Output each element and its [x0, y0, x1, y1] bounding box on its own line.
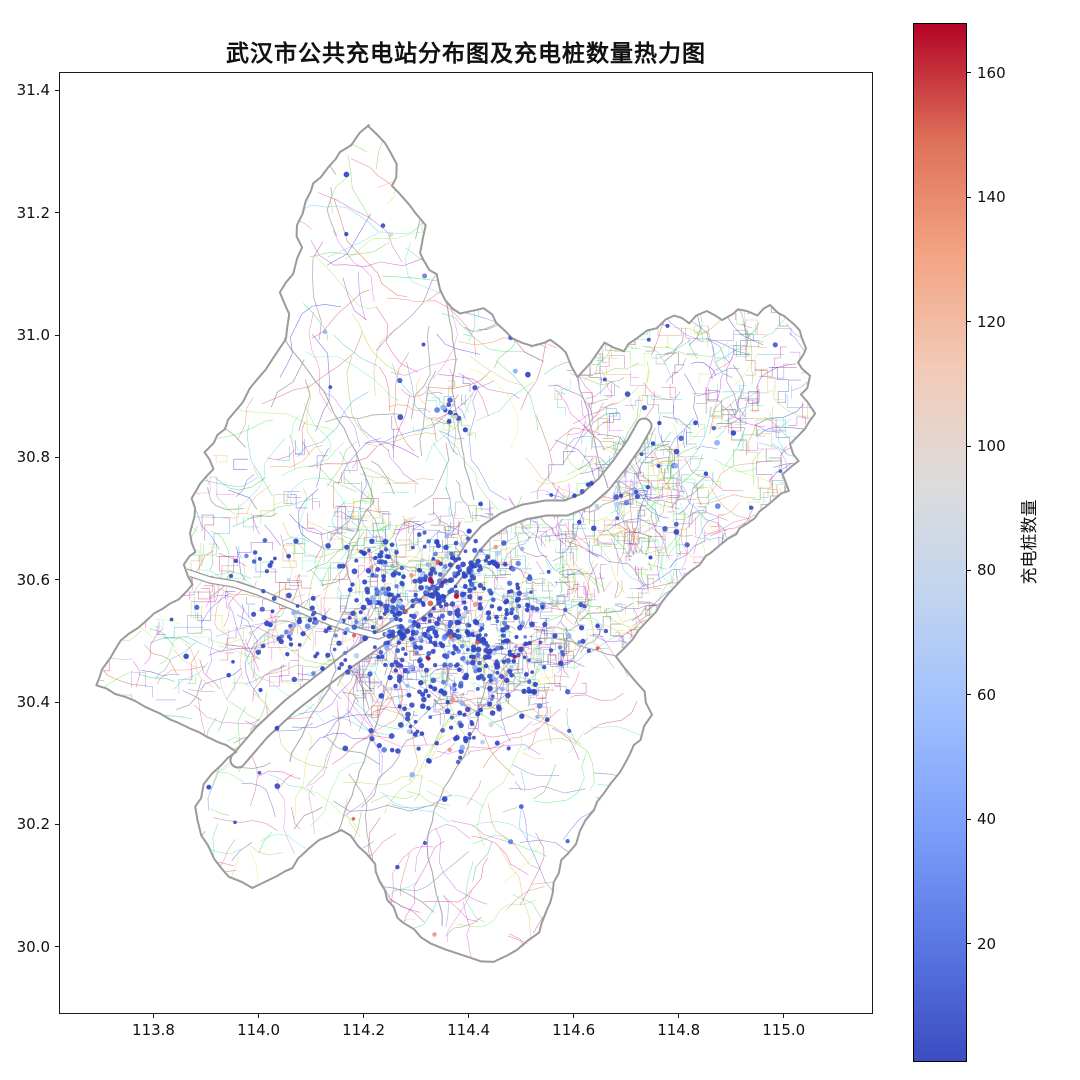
x-tick-label: 113.8 [132, 1021, 175, 1039]
city-boundary [95, 124, 817, 963]
y-tick-label: 30.8 [16, 448, 50, 467]
colorbar-tick-mark [967, 72, 971, 74]
x-tick-mark [258, 1014, 260, 1018]
colorbar-tick-mark [967, 569, 971, 571]
x-tick-mark [783, 1014, 785, 1018]
colorbar-tick-label: 100 [977, 437, 1006, 456]
wuhan-map-svg [95, 124, 817, 963]
y-tick-label: 30.2 [16, 815, 50, 834]
y-tick-mark [55, 334, 59, 336]
y-tick-mark [55, 579, 59, 581]
colorbar [913, 23, 967, 1062]
y-tick-label: 31.2 [16, 203, 50, 222]
colorbar-tick-label: 140 [977, 188, 1006, 207]
x-tick-label: 114.6 [552, 1021, 596, 1039]
colorbar-tick-mark [967, 818, 971, 820]
x-tick-label: 115.0 [762, 1021, 806, 1039]
colorbar-tick-label: 80 [977, 561, 997, 580]
colorbar-tick-label: 20 [977, 934, 997, 953]
y-tick-mark [55, 701, 59, 703]
x-tick-label: 114.0 [237, 1021, 281, 1039]
y-tick-mark [55, 456, 59, 458]
y-tick-mark [55, 946, 59, 948]
rivers-layer [182, 417, 653, 769]
charging-stations-layer [148, 171, 783, 937]
x-tick-label: 114.2 [342, 1021, 386, 1039]
x-tick-mark [363, 1014, 365, 1018]
y-tick-label: 30.0 [16, 937, 50, 956]
colorbar-tick-mark [967, 321, 971, 323]
colorbar-tick-mark [967, 196, 971, 198]
x-tick-label: 114.8 [657, 1021, 701, 1039]
x-tick-label: 114.4 [447, 1021, 491, 1039]
colorbar-tick-label: 40 [977, 810, 997, 829]
colorbar-tick-mark [967, 943, 971, 945]
map-plot-area [59, 72, 873, 1014]
x-tick-mark [468, 1014, 470, 1018]
colorbar-label: 充电桩数量 [1019, 499, 1040, 585]
y-tick-label: 30.4 [16, 693, 50, 712]
y-tick-label: 31.4 [16, 81, 50, 100]
y-tick-mark [55, 823, 59, 825]
y-tick-label: 30.6 [16, 570, 50, 589]
colorbar-tick-mark [967, 445, 971, 447]
y-tick-mark [55, 89, 59, 91]
x-tick-mark [153, 1014, 155, 1018]
chart-title: 武汉市公共充电站分布图及充电桩数量热力图 [226, 41, 706, 67]
colorbar-tick-label: 60 [977, 685, 997, 704]
x-tick-mark [573, 1014, 575, 1018]
y-tick-label: 31.0 [16, 326, 50, 345]
district-boundaries-layer [283, 299, 617, 927]
x-tick-mark [678, 1014, 680, 1018]
colorbar-tick-mark [967, 694, 971, 696]
colorbar-tick-label: 120 [977, 312, 1006, 331]
y-tick-mark [55, 212, 59, 214]
city-boundary-layer [95, 124, 817, 963]
colorbar-tick-label: 160 [977, 63, 1006, 82]
